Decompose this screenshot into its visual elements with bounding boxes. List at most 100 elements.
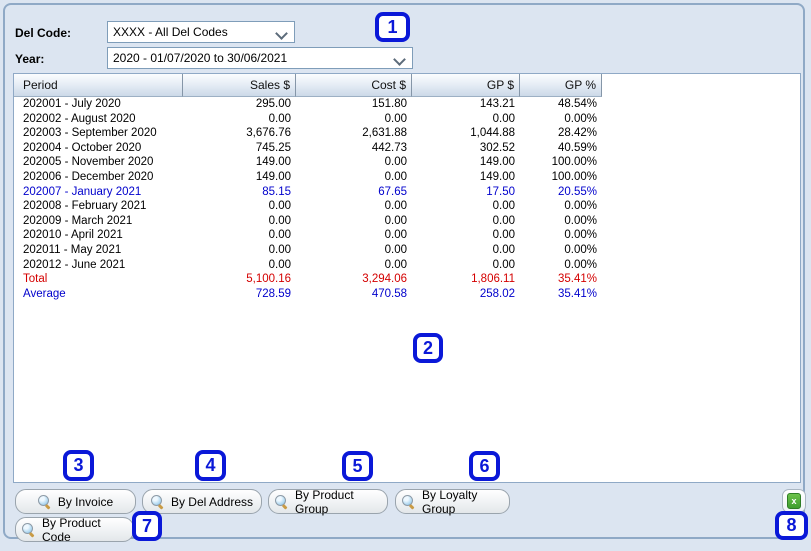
report-window: Del Code: XXXX - All Del Codes Year: 202… — [3, 3, 806, 544]
by-del-address-label: By Del Address — [170, 494, 254, 509]
grid-header: Period Sales $ Cost $ GP $ GP % — [14, 74, 800, 97]
cell-cost: 0.00 — [384, 243, 407, 256]
table-row[interactable]: 202011 - May 2021 0.00 0.00 0.00 0.00% — [14, 243, 800, 258]
search-icon — [402, 494, 416, 510]
table-row[interactable]: Total 5,100.16 3,294.06 1,806.11 35.41% — [14, 272, 800, 287]
cell-period: 202001 - July 2020 — [23, 98, 121, 110]
by-loyalty-group-label: By Loyalty Group — [422, 487, 478, 516]
table-row[interactable]: 202008 - February 2021 0.00 0.00 0.00 0.… — [14, 199, 800, 214]
cell-cost: 470.58 — [371, 287, 407, 300]
column-header-cost[interactable]: Cost $ — [296, 74, 412, 97]
table-row[interactable]: 202003 - September 2020 3,676.76 2,631.8… — [14, 126, 800, 141]
table-row[interactable]: Average 728.59 470.58 258.02 35.41% — [14, 287, 800, 302]
cell-cost: 2,631.88 — [362, 127, 407, 140]
table-row[interactable]: 202004 - October 2020 745.25 442.73 302.… — [14, 141, 800, 156]
table-row[interactable]: 202007 - January 2021 85.15 67.65 17.50 … — [14, 185, 800, 200]
table-row[interactable]: 202001 - July 2020 295.00 151.80 143.21 … — [14, 97, 800, 112]
table-row[interactable]: 202006 - December 2020 149.00 0.00 149.0… — [14, 170, 800, 185]
by-del-address-button[interactable]: By Del Address — [142, 489, 262, 514]
cell-sales: 0.00 — [268, 258, 291, 271]
cell-sales: 0.00 — [268, 229, 291, 242]
cell-gp: 1,044.88 — [470, 127, 515, 140]
cell-sales: 85.15 — [262, 185, 291, 198]
cell-cost: 442.73 — [371, 141, 407, 154]
del-code-value: XXXX - All Del Codes — [113, 25, 228, 39]
column-header-sales[interactable]: Sales $ — [183, 74, 296, 97]
excel-icon: x — [787, 493, 801, 509]
search-icon — [37, 494, 52, 510]
cell-gp-pct: 35.41% — [557, 287, 597, 300]
year-label: Year: — [15, 52, 45, 66]
cell-gp: 258.02 — [479, 287, 515, 300]
cell-sales: 0.00 — [268, 200, 291, 213]
cell-gp: 149.00 — [479, 156, 515, 169]
cell-sales: 149.00 — [255, 156, 291, 169]
cell-sales: 295.00 — [255, 98, 291, 110]
cell-cost: 151.80 — [371, 98, 407, 110]
cell-period: 202009 - March 2021 — [23, 214, 133, 227]
cell-gp-pct: 0.00% — [564, 112, 597, 125]
cell-sales: 0.00 — [268, 112, 291, 125]
cell-gp-pct: 0.00% — [564, 258, 597, 271]
search-icon — [150, 494, 165, 510]
table-row[interactable]: 202009 - March 2021 0.00 0.00 0.00 0.00% — [14, 214, 800, 229]
cell-period: 202004 - October 2020 — [23, 141, 142, 154]
cell-gp-pct: 28.42% — [557, 127, 597, 140]
export-to-excel-button[interactable]: x — [782, 489, 806, 513]
column-header-gp[interactable]: GP $ — [412, 74, 520, 97]
cell-cost: 0.00 — [384, 112, 407, 125]
cell-sales: 745.25 — [255, 141, 291, 154]
by-invoice-button[interactable]: By Invoice — [15, 489, 136, 514]
cell-period: 202003 - September 2020 — [23, 127, 157, 140]
cell-gp-pct: 40.59% — [557, 141, 597, 154]
cell-sales: 728.59 — [255, 287, 291, 300]
cell-gp: 0.00 — [492, 243, 515, 256]
cell-gp: 302.52 — [479, 141, 515, 154]
table-row[interactable]: 202002 - August 2020 0.00 0.00 0.00 0.00… — [14, 112, 800, 127]
cell-gp: 149.00 — [479, 170, 515, 183]
cell-gp: 0.00 — [492, 112, 515, 125]
del-code-label: Del Code: — [15, 26, 72, 40]
cell-gp: 0.00 — [492, 258, 515, 271]
cell-cost: 0.00 — [384, 170, 407, 183]
column-header-gp-pct[interactable]: GP % — [520, 74, 602, 97]
cell-cost: 67.65 — [378, 185, 407, 198]
table-row[interactable]: 202012 - June 2021 0.00 0.00 0.00 0.00% — [14, 258, 800, 273]
cell-gp-pct: 48.54% — [557, 98, 597, 110]
cell-cost: 0.00 — [384, 200, 407, 213]
cell-gp-pct: 35.41% — [557, 273, 597, 286]
cell-cost: 0.00 — [384, 214, 407, 227]
cell-gp-pct: 0.00% — [564, 229, 597, 242]
column-header-period[interactable]: Period — [14, 74, 183, 97]
cell-gp-pct: 20.55% — [557, 185, 597, 198]
cell-cost: 3,294.06 — [362, 273, 407, 286]
cell-gp-pct: 100.00% — [551, 170, 597, 183]
by-invoice-label: By Invoice — [57, 494, 114, 509]
cell-gp-pct: 0.00% — [564, 200, 597, 213]
chevron-down-icon — [275, 27, 288, 40]
by-product-code-button[interactable]: By Product Code — [15, 516, 134, 544]
by-loyalty-group-button[interactable]: By Loyalty Group — [395, 487, 510, 516]
annotation-7: 7 — [132, 511, 162, 541]
cell-gp-pct: 0.00% — [564, 243, 597, 256]
cell-gp: 1,806.11 — [471, 273, 515, 286]
year-select[interactable]: 2020 - 01/07/2020 to 30/06/2021 — [107, 47, 413, 69]
by-product-group-button[interactable]: By Product Group — [268, 488, 388, 516]
annotation-3: 3 — [63, 450, 94, 481]
table-row[interactable]: 202005 - November 2020 149.00 0.00 149.0… — [14, 155, 800, 170]
del-code-select[interactable]: XXXX - All Del Codes — [107, 21, 295, 43]
table-row[interactable]: 202010 - April 2021 0.00 0.00 0.00 0.00% — [14, 228, 800, 243]
cell-cost: 0.00 — [384, 156, 407, 169]
annotation-8: 8 — [775, 511, 808, 540]
chevron-down-icon — [393, 53, 406, 66]
annotation-5: 5 — [342, 451, 373, 481]
cell-period: Average — [23, 287, 66, 300]
year-value: 2020 - 01/07/2020 to 30/06/2021 — [113, 51, 288, 65]
cell-gp: 0.00 — [492, 214, 515, 227]
cell-sales: 149.00 — [255, 170, 291, 183]
cell-period: 202005 - November 2020 — [23, 156, 154, 169]
cell-period: 202012 - June 2021 — [23, 258, 126, 271]
annotation-6: 6 — [469, 451, 500, 481]
cell-period: 202011 - May 2021 — [23, 243, 122, 256]
cell-gp: 17.50 — [486, 185, 515, 198]
